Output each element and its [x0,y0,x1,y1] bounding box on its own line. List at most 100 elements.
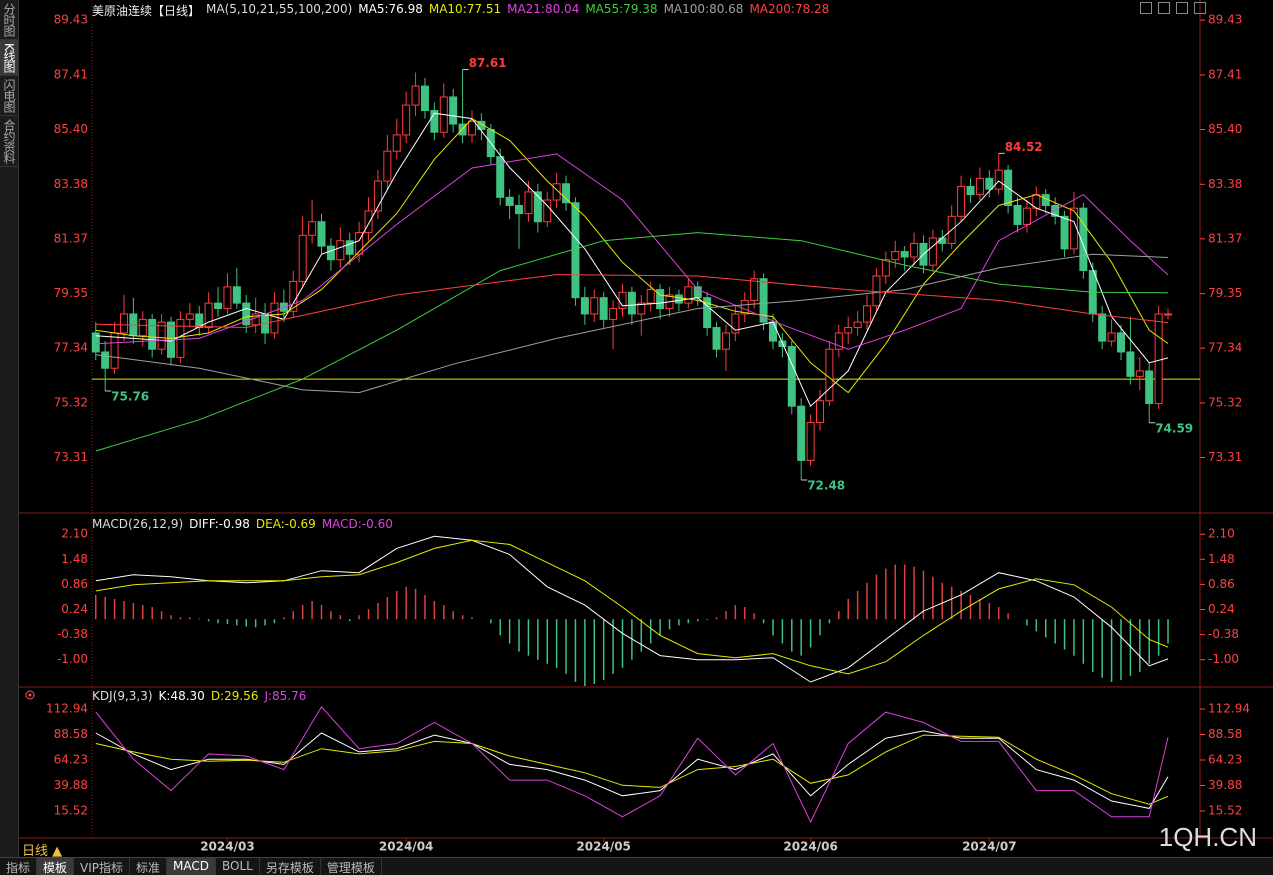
candle-body [1069,207,1078,250]
candle-body [637,302,646,315]
candle-body [157,321,166,350]
candle-body [138,318,147,337]
y-tick-label: 73.31 [54,450,88,464]
candle-body [533,191,542,223]
sidebar-tab[interactable]: 分时图 [0,0,18,40]
y-tick-label: 89.43 [1208,13,1242,27]
period-selector[interactable]: 日线 ▲ [22,844,63,859]
candle-body [1022,207,1031,225]
candle-body [1079,207,1088,272]
toolbar-tab[interactable]: 标准 [130,858,168,875]
candle-body [383,150,392,182]
indicator-name: MA(5,10,21,55,100,200) [206,2,353,16]
y-tick-label: 39.88 [54,778,88,792]
candle-body [580,297,589,315]
candle-body [1135,370,1144,377]
y-tick-label: 85.40 [54,122,88,136]
bottom-toolbar: 指标 模板 VIP指标 标准 MACD BOLL 另存模板 管理模板 [0,857,1273,875]
candle-body [402,104,411,136]
candle-body [1098,313,1107,342]
y-tick-label: -1.00 [57,652,88,666]
y-tick-label: 0.86 [1208,577,1235,591]
toolbar-tab[interactable]: 管理模板 [321,858,382,875]
sidebar: 分时图 K线图 闪电图 合约资料 [0,0,19,857]
x-tick-label: 2024/06 [783,840,837,854]
candle-body [1116,332,1125,353]
candle-body [1051,204,1060,217]
legend-entry: MA21:80.04 [507,2,580,16]
candle-body [599,297,608,320]
toolbar-tab[interactable]: MACD [167,858,217,875]
y-tick-label: -1.00 [1208,652,1239,666]
y-tick-label: 77.34 [54,341,88,355]
candle-body [242,302,251,326]
instrument-title: 美原油连续【日线】 [92,4,201,18]
candle-body [185,313,194,320]
toolbar-tab[interactable]: BOLL [216,858,260,875]
y-tick-label: 88.58 [54,727,88,741]
y-tick-label: 15.52 [54,803,88,817]
candle-body [712,327,721,350]
legend-entry: MA55:79.38 [585,2,658,16]
candle-body [900,251,909,258]
x-tick-label: 2024/05 [576,840,630,854]
candle-body [411,85,420,106]
extreme-label: 75.76 [111,390,149,404]
toolbar-tab[interactable]: VIP指标 [74,858,131,875]
candle-body [994,169,1003,190]
candle-body [646,289,655,304]
candle-body [543,199,552,223]
candle-body [863,305,872,323]
candle-body [825,348,834,402]
y-tick-label: 0.24 [61,602,88,616]
candle-body [1060,215,1069,250]
toolbar-tab[interactable]: 另存模板 [260,858,321,875]
legend-entry: K:48.30 [158,689,205,703]
legend-entry: MA100:80.68 [663,2,744,16]
indicator-icon[interactable] [24,689,36,701]
x-tick-label: 2024/03 [200,840,254,854]
y-tick-label: 81.37 [54,231,88,245]
candle-body [176,318,185,358]
legend-entry: MA200:78.28 [749,2,830,16]
sidebar-tab[interactable]: 闪电图 [0,76,18,116]
sidebar-tab[interactable]: K线图 [0,40,18,76]
candle-body [364,210,373,234]
candle-body [430,110,439,133]
candle-body [505,196,514,206]
sidebar-tab[interactable]: 合约资料 [0,116,18,167]
indicator-line [95,232,1169,452]
candle-body [872,275,881,307]
candle-body [496,156,505,198]
y-tick-label: 0.24 [1208,602,1235,616]
candle-body [1013,204,1022,225]
candle-body [204,302,213,329]
candle-body [627,291,636,315]
y-tick-label: -0.38 [1208,627,1239,641]
toolbar-tab[interactable]: 模板 [37,858,75,875]
candle-body [223,286,232,310]
candle-body [1145,370,1154,404]
candle-body [345,240,354,255]
candle-body [477,120,486,130]
y-tick-label: 85.40 [1208,122,1242,136]
candle-body [524,191,533,215]
candle-body [270,302,279,334]
candle-body [957,185,966,217]
candle-body [392,134,401,152]
y-tick-label: 73.31 [1208,450,1242,464]
candle-body [975,177,984,196]
y-tick-label: 79.35 [54,286,88,300]
candle-body [91,332,100,353]
legend: 美原油连续【日线】 MA(5,10,21,55,100,200) MA5:76.98… [92,2,829,19]
y-tick-label: 75.32 [54,395,88,409]
toolbar-tab[interactable]: 指标 [0,858,38,875]
legend-entry: DEA:-0.69 [255,517,316,531]
indicator-line [95,734,1169,805]
y-tick-label: 112.94 [46,701,88,715]
legend-entry: DIFF:-0.98 [189,517,250,531]
window-controls[interactable] [1140,2,1206,14]
candle-body [590,297,599,315]
candle-body [1107,332,1116,342]
